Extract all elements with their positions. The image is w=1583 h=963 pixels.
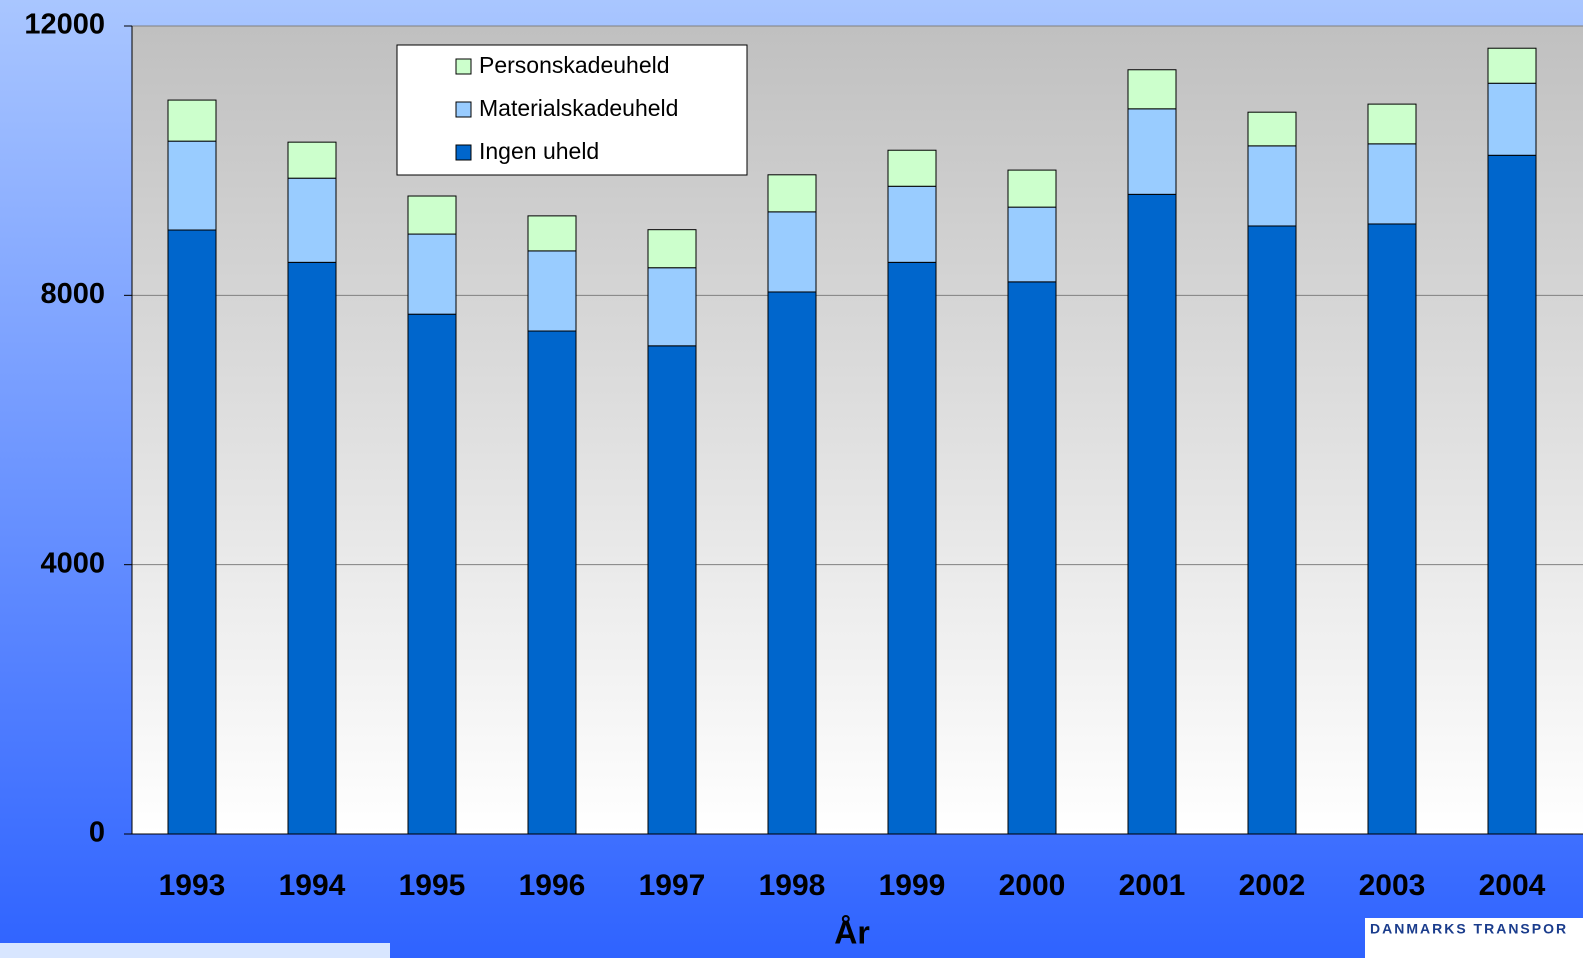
- legend-swatch: [455, 101, 472, 118]
- plot-area: [132, 26, 1583, 834]
- x-tick-label: 2000: [999, 869, 1066, 902]
- x-tick-label: 1999: [879, 869, 946, 902]
- bar-segment: [407, 195, 457, 235]
- legend-swatch: [455, 58, 472, 75]
- bar-segment: [167, 140, 217, 231]
- x-tick-label: 1993: [159, 869, 226, 902]
- bar-segment: [1127, 193, 1177, 835]
- bar-segment: [527, 250, 577, 332]
- x-tick-label: 2001: [1119, 869, 1186, 902]
- bar-segment: [287, 177, 337, 263]
- y-tick-label: 8000: [40, 278, 105, 310]
- footer-strip: [0, 943, 390, 958]
- bar-segment: [647, 267, 697, 347]
- bar-segment: [407, 313, 457, 835]
- bar-segment: [1367, 143, 1417, 225]
- bar-segment: [887, 149, 937, 187]
- x-tick-label: 2003: [1359, 869, 1426, 902]
- bar-segment: [1127, 69, 1177, 110]
- bars: [167, 47, 1537, 835]
- logo: DANMARKS TRANSPOR: [1370, 921, 1568, 937]
- y-tick-label: 12000: [24, 9, 105, 41]
- legend-box: [396, 44, 748, 176]
- x-tick-label: 2004: [1479, 869, 1546, 902]
- bar-segment: [767, 211, 817, 293]
- logo-box: [1365, 918, 1583, 958]
- bar-segment: [407, 233, 457, 315]
- bar-segment: [287, 261, 337, 835]
- bar-segment: [1367, 223, 1417, 835]
- bar-segment: [647, 229, 697, 269]
- bar-segment: [1247, 225, 1297, 835]
- x-tick-label: 1995: [399, 869, 466, 902]
- bar-segment: [527, 330, 577, 835]
- legend: Ingen uheld Materialskadeuheld Personskade…: [396, 44, 748, 176]
- bar-segment: [1247, 111, 1297, 147]
- bar-segment: [887, 261, 937, 835]
- y-tick-label: 4000: [40, 547, 105, 579]
- y-tick-label: 0: [89, 817, 105, 849]
- bar-segment: [1487, 154, 1537, 835]
- bar-segment: [887, 185, 937, 263]
- x-axis-title: År: [834, 914, 870, 950]
- grid: [124, 25, 1583, 835]
- bar-segment: [1007, 281, 1057, 835]
- legend-label: Materialskadeuheld: [479, 95, 678, 121]
- bar-segment: [1127, 108, 1177, 195]
- legend-label: Ingen uheld: [479, 138, 599, 164]
- bar-segment: [1487, 47, 1537, 84]
- x-tick-label: 1998: [759, 869, 826, 902]
- bar-segment: [1007, 206, 1057, 283]
- bar-segment: [527, 215, 577, 252]
- bar-segment: [1007, 169, 1057, 208]
- bar-segment: [1367, 103, 1417, 145]
- bar-segment: [167, 229, 217, 835]
- x-tick-label: 1996: [519, 869, 586, 902]
- legend-label: Personskadeuheld: [479, 52, 670, 78]
- x-tick-label: 1997: [639, 869, 706, 902]
- bar-segment: [1247, 145, 1297, 227]
- bar-segment: [167, 99, 217, 142]
- bar-segment: [287, 141, 337, 179]
- bar-segment: [1487, 82, 1537, 156]
- bar-segment: [647, 345, 697, 835]
- x-tick-label: 1994: [279, 869, 346, 902]
- legend-swatch: [455, 144, 472, 161]
- bar-segment: [767, 291, 817, 835]
- x-tick-label: 2002: [1239, 869, 1306, 902]
- bar-segment: [767, 174, 817, 213]
